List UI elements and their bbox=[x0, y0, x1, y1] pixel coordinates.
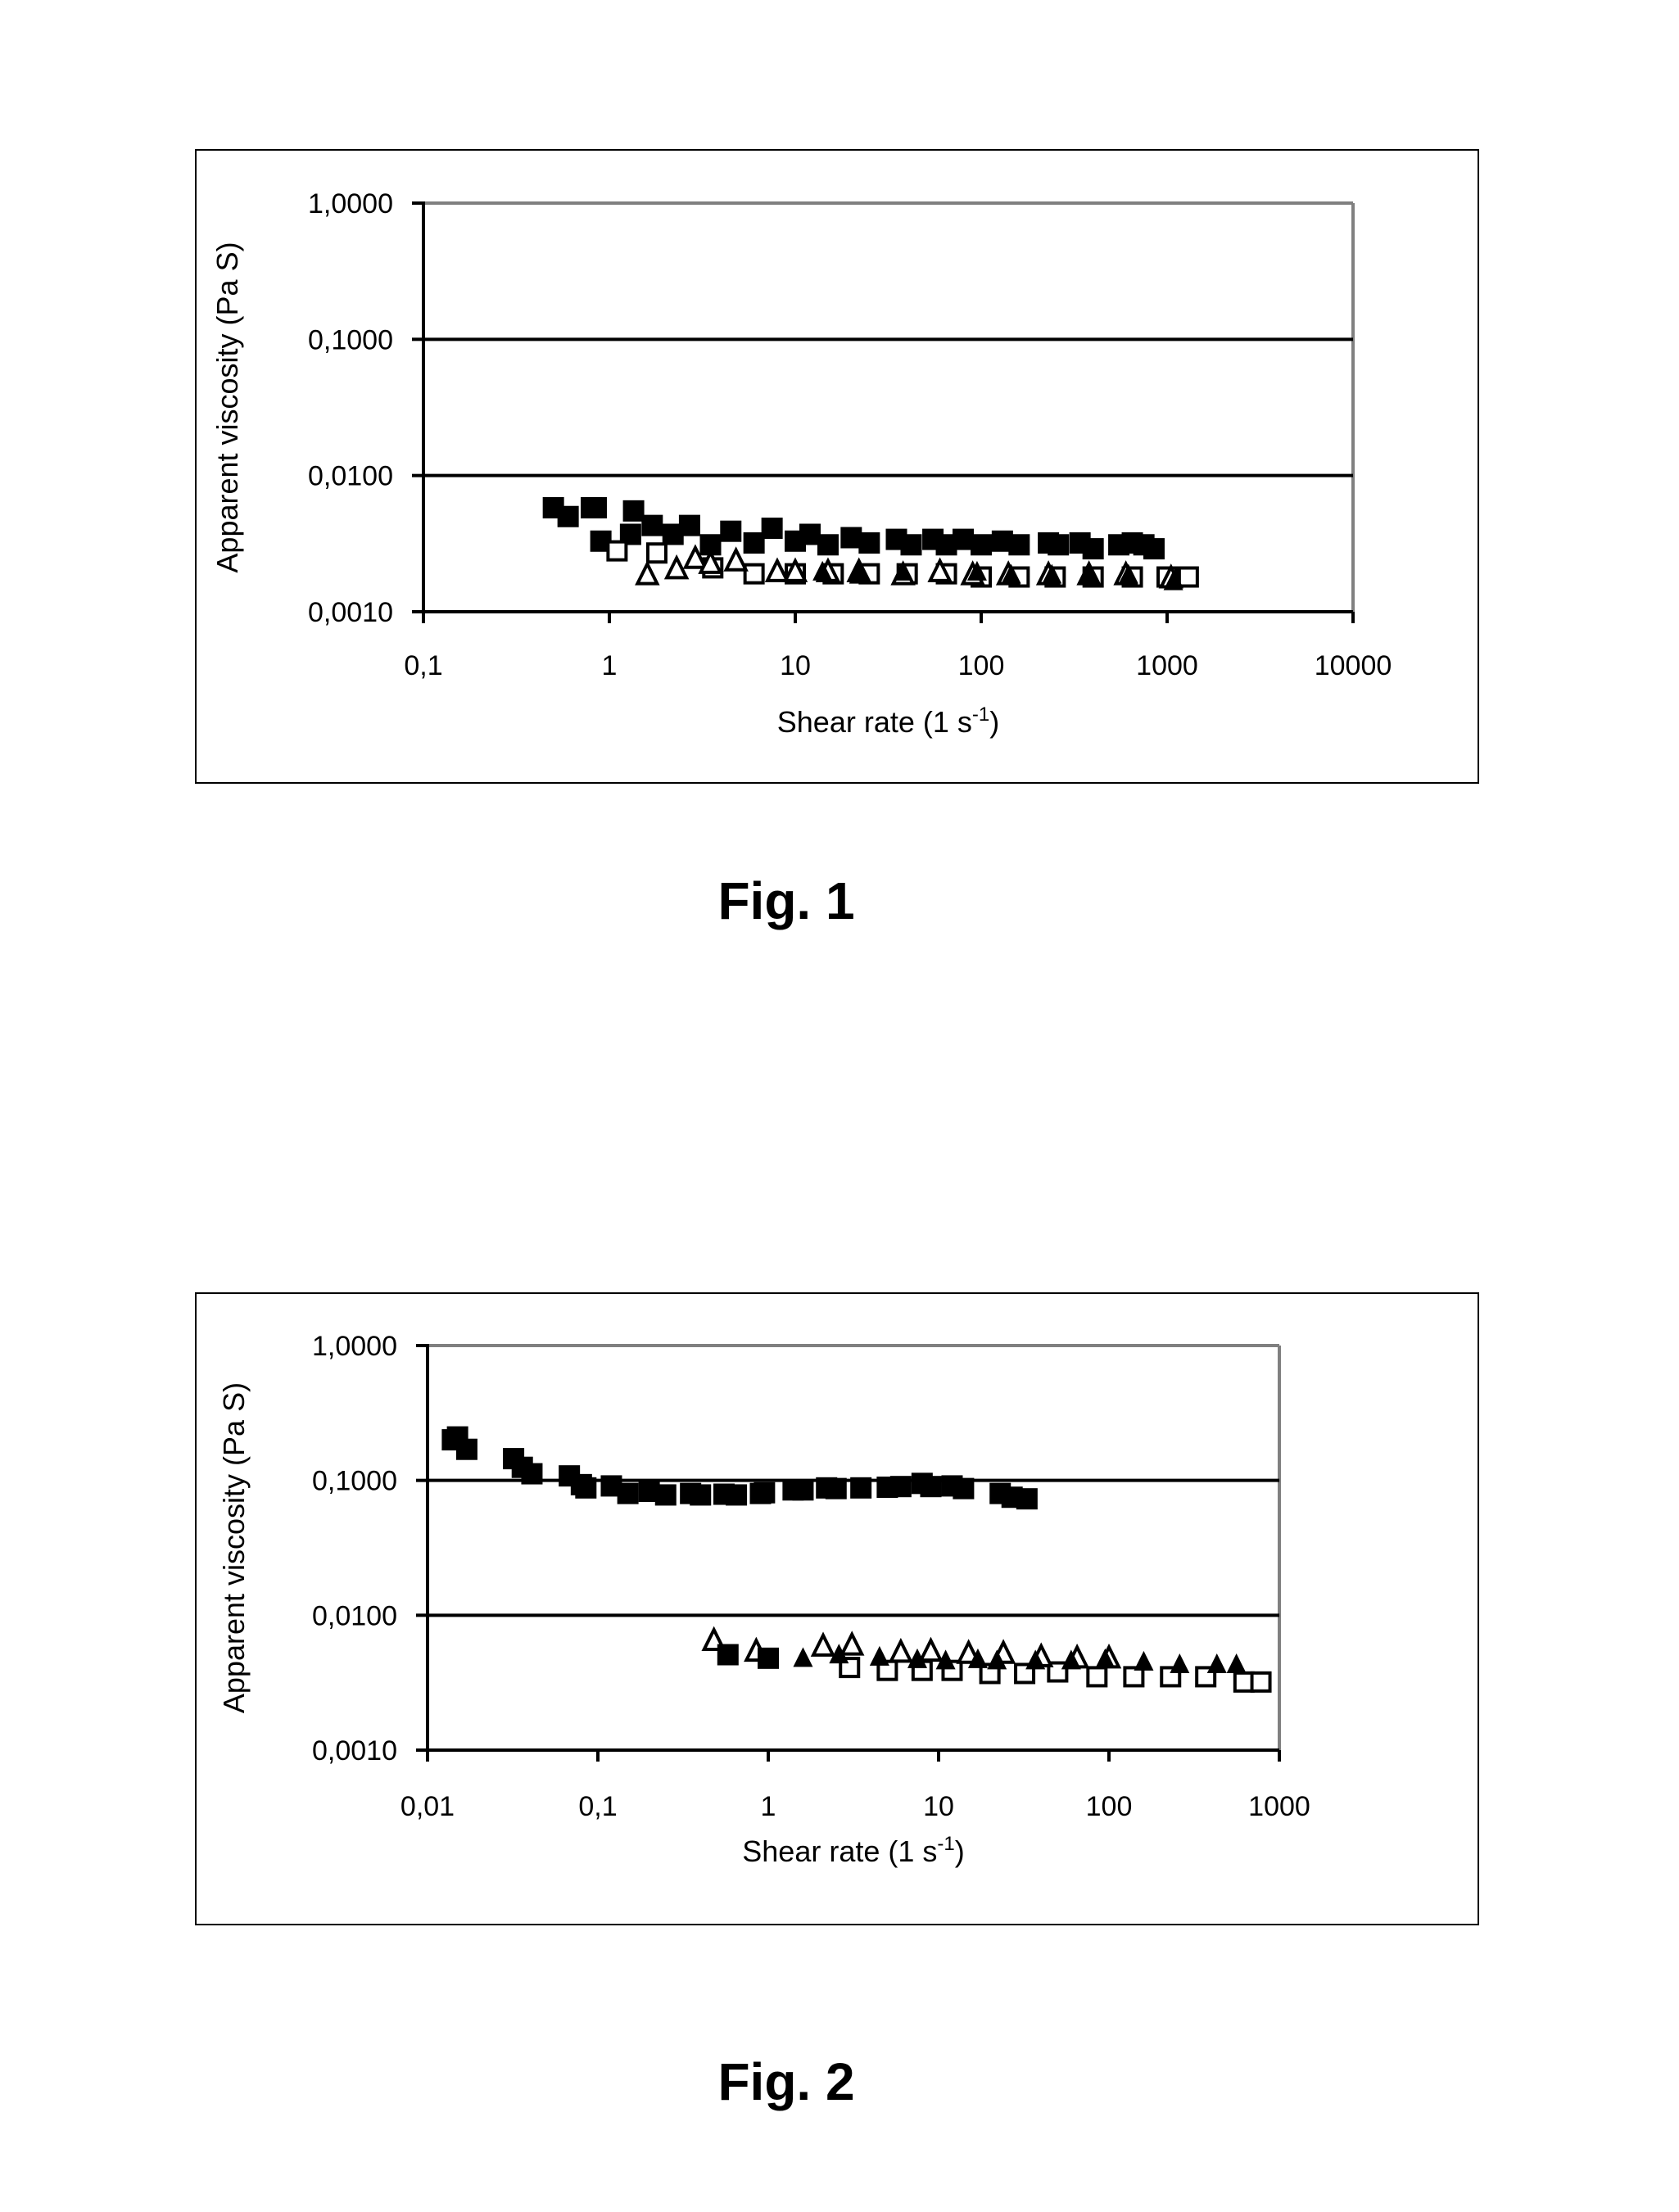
data-point-filled-square bbox=[726, 1484, 747, 1505]
data-point-filled-triangle bbox=[1134, 1651, 1153, 1671]
y-tick-label: 0,1000 bbox=[308, 324, 393, 355]
data-point-filled-square bbox=[754, 1482, 775, 1504]
y-axis-label: Apparent viscosity (Pa S) bbox=[217, 1382, 251, 1713]
data-point-filled-square bbox=[762, 518, 783, 539]
data-point-open-triangle bbox=[767, 561, 787, 581]
data-point-filled-square bbox=[558, 506, 579, 527]
x-tick-label: 100 bbox=[1086, 1791, 1133, 1822]
figure-1-frame: 1,0000 0,1000 0,0100 0,0010 0,1 1 10 100 1000 100… bbox=[195, 149, 1479, 784]
data-point-filled-square bbox=[858, 532, 880, 554]
data-point-filled-square bbox=[575, 1477, 596, 1499]
data-point-open-triangle bbox=[813, 1635, 833, 1655]
x-tick-label: 1000 bbox=[1136, 650, 1198, 681]
data-point-filled-square bbox=[758, 1648, 779, 1669]
data-point-filled-square bbox=[850, 1477, 871, 1499]
data-point-open-square bbox=[1088, 1667, 1106, 1685]
data-point-open-triangle bbox=[921, 1640, 940, 1660]
data-point-open-triangle bbox=[891, 1641, 911, 1661]
x-tick-label: 0,1 bbox=[578, 1791, 617, 1822]
data-point-open-triangle bbox=[637, 564, 657, 584]
figure-1-caption: Fig. 1 bbox=[0, 871, 1573, 931]
x-tick-label: 10 bbox=[923, 1791, 954, 1822]
data-point-filled-square bbox=[641, 515, 663, 536]
figure-1-chart: 1,0000 0,1000 0,0100 0,0010 0,1 1 10 100 1000 100… bbox=[197, 151, 1478, 782]
data-point-filled-square bbox=[1143, 538, 1165, 559]
y-tick-label: 0,0010 bbox=[312, 1735, 397, 1766]
data-point-filled-square bbox=[623, 500, 645, 522]
data-point-filled-square bbox=[900, 534, 921, 555]
data-point-filled-square bbox=[679, 515, 700, 536]
y-tick-label: 0,0100 bbox=[312, 1600, 397, 1631]
series-filled-square bbox=[441, 1427, 1037, 1510]
figure-2-chart: 1,0000 0,1000 0,0100 0,00100,01 0,1 1 10 100 100… bbox=[197, 1294, 1478, 1924]
y-tick-label: 0,0010 bbox=[308, 597, 393, 628]
series-filled-square bbox=[543, 497, 1165, 559]
x-tick-label: 0,01 bbox=[401, 1791, 455, 1822]
data-point-filled-square bbox=[890, 1476, 912, 1497]
data-point-open-square bbox=[1252, 1673, 1270, 1691]
data-point-open-square bbox=[1179, 568, 1197, 586]
data-point-filled-square bbox=[953, 1478, 974, 1500]
data-point-filled-square bbox=[826, 1478, 847, 1500]
data-point-filled-square bbox=[817, 534, 839, 555]
x-tick-label: 10 bbox=[780, 650, 811, 681]
y-tick-label: 1,0000 bbox=[312, 1331, 397, 1362]
data-point-filled-square bbox=[792, 1479, 813, 1500]
x-tick-label: 0,1 bbox=[404, 650, 442, 681]
data-point-filled-square bbox=[586, 497, 607, 518]
data-point-filled-square bbox=[690, 1484, 711, 1505]
data-point-open-square bbox=[608, 542, 626, 560]
data-point-filled-square bbox=[720, 521, 741, 542]
data-point-filled-triangle bbox=[1170, 1653, 1189, 1673]
x-axis-label: Shear rate (1 s-1) bbox=[777, 703, 999, 739]
data-point-filled-square bbox=[920, 1476, 941, 1497]
data-point-open-square bbox=[745, 565, 763, 583]
data-point-filled-square bbox=[1016, 1488, 1038, 1509]
y-tick-label: 0,0100 bbox=[308, 461, 393, 492]
x-tick-label: 1 bbox=[602, 650, 618, 681]
data-point-filled-square bbox=[1008, 534, 1030, 555]
data-point-filled-square bbox=[971, 534, 992, 555]
y-axis-label: Apparent viscosity (Pa S) bbox=[210, 242, 244, 572]
data-point-filled-triangle bbox=[1227, 1653, 1247, 1673]
data-point-filled-square bbox=[456, 1439, 477, 1460]
data-point-open-triangle bbox=[726, 550, 746, 570]
data-point-open-square bbox=[1235, 1673, 1253, 1691]
data-point-filled-triangle bbox=[1207, 1653, 1227, 1673]
data-point-filled-square bbox=[1048, 534, 1069, 555]
data-point-filled-triangle bbox=[793, 1647, 812, 1667]
figure-2-caption: Fig. 2 bbox=[0, 2051, 1573, 2112]
y-tick-label: 0,1000 bbox=[312, 1466, 397, 1497]
x-tick-label: 1000 bbox=[1248, 1791, 1310, 1822]
y-tick-label: 1,0000 bbox=[308, 188, 393, 219]
series-open-square bbox=[840, 1658, 1269, 1691]
x-tick-label: 100 bbox=[958, 650, 1005, 681]
data-point-open-square bbox=[648, 544, 666, 562]
data-point-open-triangle bbox=[842, 1635, 862, 1654]
data-point-filled-square bbox=[717, 1644, 739, 1665]
data-point-filled-square bbox=[618, 1483, 639, 1504]
data-point-filled-square bbox=[1083, 538, 1104, 559]
data-point-filled-square bbox=[655, 1484, 677, 1505]
x-tick-label: 1 bbox=[761, 1791, 776, 1822]
x-axis-label: Shear rate (1 s-1) bbox=[742, 1833, 964, 1868]
data-point-filled-triangle bbox=[870, 1646, 889, 1666]
data-point-filled-square bbox=[521, 1463, 542, 1485]
figure-2-frame: 1,0000 0,1000 0,0100 0,00100,01 0,1 1 10 100 100… bbox=[195, 1292, 1479, 1925]
x-tick-label: 10000 bbox=[1315, 650, 1392, 681]
